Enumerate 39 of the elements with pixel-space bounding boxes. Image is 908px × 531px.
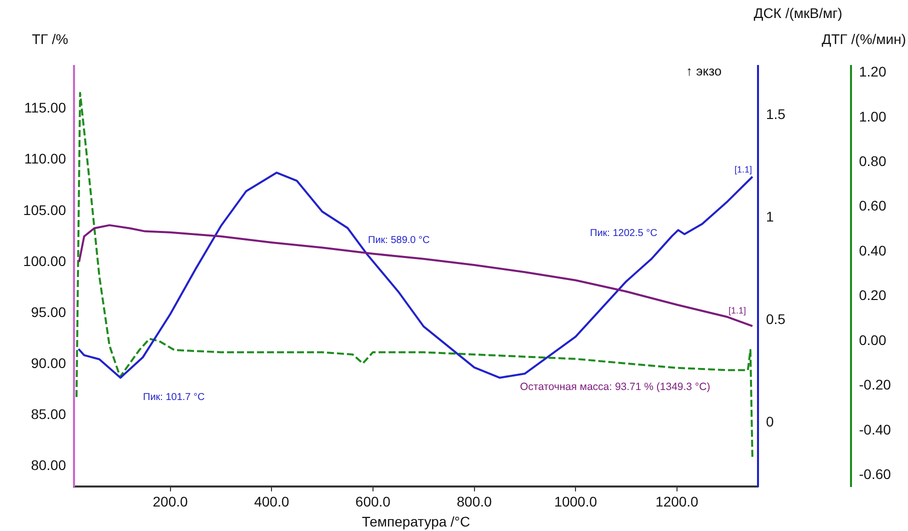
annotation: Пик: 101.7 °C <box>143 392 205 403</box>
y3-axis-title: ДТГ /(%/мин) <box>822 30 906 47</box>
x-tick-label: 200.0 <box>152 494 188 510</box>
y3-tick-label: 0.60 <box>859 198 886 214</box>
x-tick-label: 600.0 <box>355 494 391 510</box>
y-tick-label: 90.00 <box>30 354 66 371</box>
y2-tick-label: 1 <box>766 208 774 225</box>
x-tick-label: 1000.0 <box>554 494 598 510</box>
y3-tick-label: -0.60 <box>859 466 892 482</box>
y3-tick-label: -0.40 <box>859 421 892 438</box>
annotation: Пик: 589.0 °C <box>368 234 430 246</box>
y-tick-label: 100.00 <box>23 252 66 269</box>
y-tick-label: 110.00 <box>24 150 66 167</box>
annotation: Пик: 1202.5 °C <box>590 228 658 239</box>
y3-tick-label: 0.40 <box>859 242 886 258</box>
x-tick-label: 400.0 <box>254 494 290 510</box>
annotation: Остаточная масса: 93.71 % (1349.3 °C) <box>520 380 710 393</box>
y3-tick-label: -0.20 <box>859 376 892 393</box>
y-tick-label: 85.00 <box>30 406 66 422</box>
y3-tick-label: 0.80 <box>859 153 886 170</box>
y-axis-title: ТГ /% <box>32 30 68 47</box>
y2-tick-label: 0 <box>766 414 774 430</box>
y2-axis-title: ДСК /(мкВ/мг) <box>754 4 842 21</box>
annotation: [1.1] <box>734 164 752 174</box>
x-tick-label: 800.0 <box>456 494 492 510</box>
y-tick-label: 80.00 <box>30 456 66 473</box>
y2-tick-label: 1.5 <box>766 106 786 122</box>
y3-tick-label: 0.20 <box>859 287 886 304</box>
x-tick-label: 1200.0 <box>656 494 699 510</box>
y2-tick-label: 0.5 <box>766 311 786 328</box>
y-tick-label: 95.00 <box>30 304 66 320</box>
y3-tick-label: 1.00 <box>859 108 886 124</box>
y3-tick-label: 0.00 <box>859 332 886 348</box>
annotation: ↑ экзо <box>686 64 722 79</box>
annotation: [1.1] <box>728 305 746 316</box>
y3-tick-label: 1.20 <box>859 64 886 80</box>
y-tick-label: 115.00 <box>24 100 66 116</box>
x-axis-title: Температура /°C <box>362 513 470 530</box>
y-tick-label: 105.00 <box>23 202 66 218</box>
